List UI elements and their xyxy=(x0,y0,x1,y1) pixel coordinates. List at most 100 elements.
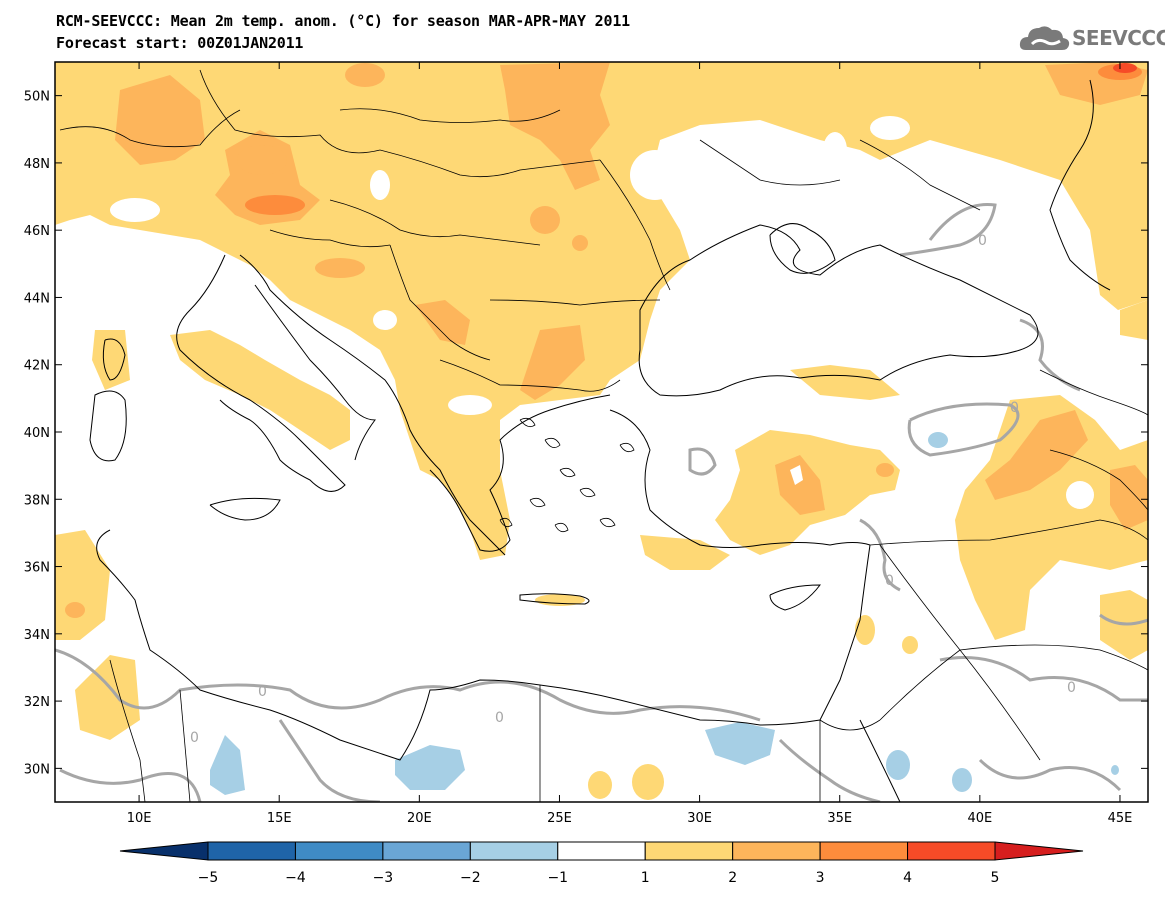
coastline-sicily xyxy=(209,497,281,521)
zero-contour-anatolia xyxy=(907,402,1020,457)
aegean-islands xyxy=(499,417,635,533)
zero-contour-arabia-south xyxy=(978,758,1122,792)
anomaly-core-romania-2 xyxy=(572,235,588,251)
coastline-adriatic xyxy=(239,254,506,556)
colorbar-label: −5 xyxy=(198,870,219,886)
lat-tick-label: 34N xyxy=(24,628,50,643)
lon-tick-label: 40E xyxy=(967,811,992,826)
anomaly-gap-ukraine-2 xyxy=(823,132,847,168)
anomaly-gap-moldova xyxy=(630,150,680,200)
lon-tick-label: 35E xyxy=(827,811,852,826)
anomaly-region-libya-west xyxy=(75,655,140,740)
colorbar-segment xyxy=(207,841,296,861)
colorbar-segment xyxy=(557,841,646,861)
colorbar-segment xyxy=(382,841,471,861)
anomaly-peak-russia-core xyxy=(1113,63,1137,73)
negative-spot-arabia xyxy=(952,768,972,792)
colorbar-arrow-high xyxy=(994,841,1084,861)
anomaly-region-caspian-north xyxy=(1120,300,1148,340)
island xyxy=(554,522,569,533)
coastline-crete xyxy=(519,593,590,605)
border xyxy=(199,69,381,154)
lat-tick-label: 40N xyxy=(24,426,50,441)
coastline-gulf xyxy=(1049,79,1111,291)
lat-tick-label: 50N xyxy=(24,90,50,105)
colorbar-label: −4 xyxy=(285,870,306,886)
zero-contours xyxy=(55,202,1148,802)
anomaly-gap-anatolia xyxy=(790,465,803,485)
border xyxy=(1039,369,1148,416)
chart-subtitle: Forecast start: 00Z01JAN2011 xyxy=(56,34,304,52)
border xyxy=(439,359,621,392)
anomaly-gap-ukraine-1 xyxy=(870,116,910,140)
logo-text: SEEVCCC xyxy=(1072,26,1165,50)
border xyxy=(869,519,1148,546)
colorbar: −5 −4 −3 −2 −1 1 2 3 4 5 xyxy=(119,841,1084,886)
border xyxy=(879,649,961,721)
coastline-black-sea xyxy=(638,224,1039,397)
anomaly-core-caucasus xyxy=(985,410,1088,500)
seevccc-logo: SEEVCCC xyxy=(1018,20,1165,56)
contour-labels: 0 0 0 0 0 0 0 xyxy=(190,233,1076,746)
zero-contour-egypt xyxy=(778,738,881,802)
coastline-italy xyxy=(176,254,346,492)
colorbar-label: −1 xyxy=(547,870,568,886)
anomaly-field: 0 0 0 0 0 0 0 xyxy=(55,62,1148,802)
anomaly-core-anatolia xyxy=(775,455,825,515)
contour-label: 0 xyxy=(190,730,199,746)
border xyxy=(489,299,661,306)
zero-contour-north-africa xyxy=(55,648,761,722)
border xyxy=(179,689,191,802)
colorbar-arrow-low xyxy=(119,841,209,861)
border xyxy=(339,108,561,123)
negative-spot-anatolia xyxy=(928,432,948,448)
island xyxy=(619,442,635,453)
zero-contour-sahara xyxy=(59,768,202,802)
coastline-levant xyxy=(819,544,871,721)
border xyxy=(959,644,1148,671)
lat-tick-label: 46N xyxy=(24,224,50,239)
coastline-libya xyxy=(96,529,541,761)
coastline-greece xyxy=(429,394,611,552)
colorbar-segment xyxy=(907,841,996,861)
lat-tick-label: 30N xyxy=(24,762,50,777)
coastline-egypt xyxy=(539,684,821,726)
anomaly-core-bulgaria xyxy=(520,325,585,400)
contour-label: 0 xyxy=(258,684,267,700)
anomaly-peak-austria xyxy=(245,195,305,215)
anomaly-region-tunisia xyxy=(55,530,110,640)
negative-spot-sinai xyxy=(886,750,910,780)
anomaly-region-europe xyxy=(55,62,1148,560)
colorbar-label: 4 xyxy=(903,870,912,886)
anomaly-gap-swiss xyxy=(110,198,160,222)
colorbar-segment xyxy=(819,841,909,861)
anomaly-gap-kazakh xyxy=(980,205,1040,245)
anomaly-core-romania xyxy=(530,206,560,234)
border xyxy=(269,229,391,248)
border xyxy=(59,109,241,148)
island xyxy=(559,467,576,478)
border xyxy=(859,139,981,211)
country-borders xyxy=(59,69,1148,802)
border xyxy=(699,139,841,186)
anomaly-gap-aegean-north xyxy=(448,395,492,415)
zero-contour-caucasus xyxy=(1019,318,1081,392)
anomaly-core-poland xyxy=(500,62,610,190)
anomaly-region-italy xyxy=(170,330,350,450)
lat-tick-label: 38N xyxy=(24,493,50,508)
lon-tick-label: 30E xyxy=(687,811,712,826)
colorbar-segment xyxy=(732,841,821,861)
lon-tick-label: 20E xyxy=(407,811,432,826)
cloud-icon xyxy=(1019,26,1070,50)
border xyxy=(819,719,881,731)
coastline-italy-east xyxy=(254,284,376,461)
anomaly-region-black-sea-south xyxy=(790,365,900,400)
border xyxy=(1049,449,1148,511)
lon-tick-label: 25E xyxy=(547,811,572,826)
anomaly-gap-caucasus xyxy=(1066,481,1094,509)
coastline-cyprus xyxy=(769,584,822,611)
anomaly-core-alps xyxy=(237,145,287,175)
contour-label: 0 xyxy=(978,233,987,249)
lat-tick-label: 36N xyxy=(24,561,50,576)
anomaly-spot-sinai xyxy=(902,636,918,654)
